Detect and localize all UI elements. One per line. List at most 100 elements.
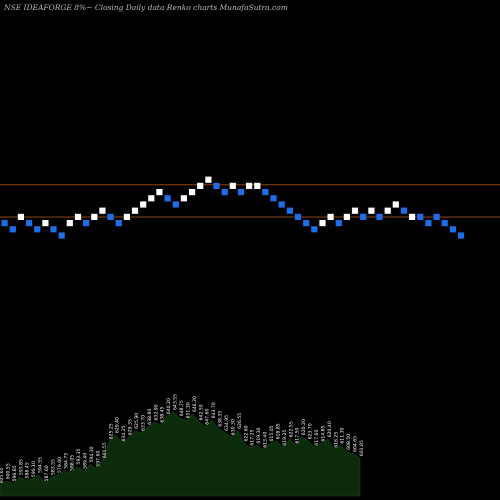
renko-brick bbox=[74, 213, 82, 220]
volume-label: 600.55 bbox=[5, 463, 11, 479]
renko-brick bbox=[83, 220, 90, 227]
renko-brick bbox=[164, 195, 171, 202]
renko-brick bbox=[197, 182, 204, 189]
volume-label: 593.85 bbox=[18, 459, 24, 475]
renko-brick bbox=[417, 213, 424, 220]
renko-brick bbox=[221, 189, 228, 196]
volume-label: 593.35 bbox=[76, 448, 82, 464]
renko-brick bbox=[66, 220, 73, 227]
renko-brick bbox=[392, 201, 399, 208]
renko-brick bbox=[180, 195, 187, 202]
renko-brick bbox=[99, 207, 106, 214]
renko-bricks bbox=[1, 176, 465, 239]
renko-brick bbox=[327, 213, 334, 220]
volume-label: 608.50 bbox=[346, 434, 352, 450]
volume-label: 648.75 bbox=[179, 400, 185, 416]
renko-brick bbox=[189, 189, 196, 196]
renko-brick bbox=[335, 220, 342, 227]
volume-label: 583.55 bbox=[50, 459, 56, 475]
renko-brick bbox=[9, 226, 16, 233]
volume-label: 638.45 bbox=[160, 406, 166, 422]
volume-label: 587.60 bbox=[44, 465, 50, 481]
volume-label: 601.55 bbox=[102, 442, 108, 458]
renko-brick bbox=[311, 226, 318, 233]
volume-label: 622.60 bbox=[243, 425, 249, 441]
volume-label: 626.55 bbox=[237, 413, 243, 429]
volume-label: 617.60 bbox=[314, 430, 320, 446]
volume-label: 619.30 bbox=[256, 427, 262, 443]
volume-label: 584.75 bbox=[63, 453, 69, 469]
volume-label: 643.55 bbox=[173, 394, 179, 410]
renko-brick bbox=[368, 207, 375, 214]
volume-label: 579.60 bbox=[57, 457, 63, 473]
volume-label: 622.55 bbox=[288, 421, 294, 437]
volume-label: 614.85 bbox=[320, 425, 326, 441]
renko-brick bbox=[262, 189, 269, 196]
renko-brick bbox=[294, 213, 302, 220]
renko-brick bbox=[91, 213, 98, 220]
volume-label: 630.30 bbox=[230, 419, 236, 435]
volume-label: 611.30 bbox=[340, 427, 346, 443]
volume-label: 605.65 bbox=[0, 467, 5, 483]
renko-brick bbox=[107, 213, 114, 220]
renko-brick bbox=[425, 220, 432, 227]
volume-label: 604.65 bbox=[353, 436, 359, 452]
volume-label: 642.50 bbox=[198, 404, 204, 420]
volume-label: 596.85 bbox=[12, 465, 18, 481]
renko-brick bbox=[42, 220, 49, 227]
volume-label: 634.95 bbox=[224, 415, 230, 431]
renko-brick bbox=[123, 213, 130, 220]
renko-brick bbox=[254, 182, 261, 189]
renko-brick bbox=[343, 213, 350, 220]
volume-label: 588.45 bbox=[25, 462, 31, 478]
renko-brick bbox=[351, 207, 359, 214]
volume-label: 618.85 bbox=[275, 423, 281, 439]
renko-brick bbox=[278, 201, 285, 208]
renko-brick bbox=[457, 232, 465, 239]
volume-label: 594.30 bbox=[89, 446, 95, 462]
volume-label: 633.70 bbox=[140, 415, 146, 431]
renko-brick bbox=[449, 226, 456, 233]
renko-brick bbox=[400, 207, 408, 214]
volume-label: 638.35 bbox=[218, 411, 224, 427]
renko-brick bbox=[433, 213, 440, 220]
volume-label: 613.40 bbox=[263, 432, 269, 448]
volume-label: 632.90 bbox=[153, 404, 159, 420]
renko-brick bbox=[156, 189, 163, 196]
renko-brick bbox=[148, 195, 155, 202]
volume-label: 647.60 bbox=[205, 409, 211, 425]
renko-brick bbox=[360, 213, 367, 220]
volume-label: 617.50 bbox=[295, 427, 301, 443]
volume-label: 594.55 bbox=[38, 457, 44, 473]
renko-brick bbox=[34, 226, 41, 233]
volume-label: 625.90 bbox=[134, 413, 140, 429]
volume-label: 620.40 bbox=[327, 421, 333, 437]
volume-label: 620.20 bbox=[301, 419, 307, 435]
volume-label: 625.25 bbox=[108, 423, 114, 439]
renko-brick bbox=[17, 213, 24, 220]
volume-label: 589.40 bbox=[83, 453, 89, 469]
volume-label: 623.70 bbox=[308, 423, 314, 439]
renko-brick bbox=[50, 226, 57, 233]
chart-title: NSE IDEAFORGE 8%~ Closing Daily data Ren… bbox=[4, 3, 288, 12]
renko-brick bbox=[205, 176, 212, 183]
volume-label: 634.25 bbox=[121, 425, 127, 441]
volume-label: 590.10 bbox=[31, 461, 37, 477]
volume-label: 643.70 bbox=[211, 402, 217, 418]
renko-brick bbox=[115, 220, 122, 227]
volume-label: 597.60 bbox=[95, 451, 101, 467]
renko-brick bbox=[26, 220, 33, 227]
volume-area bbox=[0, 411, 361, 497]
renko-brick bbox=[246, 182, 253, 189]
renko-brick bbox=[1, 220, 8, 227]
renko-brick bbox=[229, 182, 236, 189]
volume-label: 651.30 bbox=[185, 402, 191, 418]
volume-label: 619.25 bbox=[282, 430, 288, 446]
renko-brick bbox=[376, 213, 383, 220]
volume-label: 588.05 bbox=[70, 455, 76, 471]
volume-label: 617.25 bbox=[250, 430, 256, 446]
renko-brick bbox=[270, 195, 277, 202]
renko-brick bbox=[237, 189, 245, 196]
renko-brick bbox=[58, 232, 65, 239]
